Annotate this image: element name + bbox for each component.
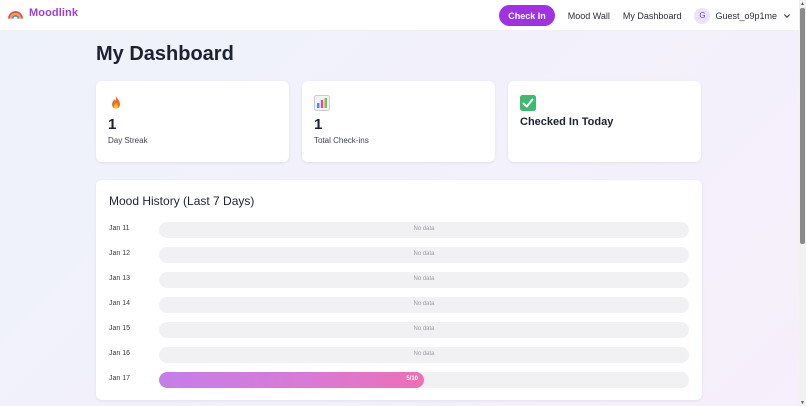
mood-bar-track: 5/10 [159, 372, 689, 388]
scroll-down-icon[interactable]: ▼ [800, 399, 805, 406]
scroll-thumb[interactable] [800, 8, 805, 244]
no-data-label: No data [413, 276, 435, 282]
history-row: Jan 13 No data [109, 272, 689, 288]
checked-in-today-label: Checked In Today [520, 116, 614, 128]
avatar: G [694, 7, 711, 24]
scroll-up-icon[interactable]: ▲ [800, 0, 805, 7]
mood-bar-track: No data [159, 297, 689, 313]
mood-bar-track: No data [159, 222, 689, 238]
user-menu[interactable]: G Guest_o9p1me [694, 7, 791, 24]
top-navbar: Moodlink Check In Mood Wall My Dashboard… [0, 0, 799, 31]
username: Guest_o9p1me [715, 10, 777, 21]
mood-history-card: Mood History (Last 7 Days) Jan 11 No dat… [96, 180, 702, 400]
no-data-label: No data [413, 301, 435, 307]
mood-bar-track: No data [159, 247, 689, 263]
day-streak-value: 1 [108, 116, 117, 133]
row-date: Jan 13 [109, 275, 131, 282]
brand-name: Moodlink [29, 7, 79, 19]
nav-link-my-dashboard[interactable]: My Dashboard [622, 10, 682, 21]
total-checkins-label: Total Check-ins [314, 136, 369, 145]
check-box-icon [520, 95, 536, 111]
row-date: Jan 12 [109, 250, 131, 257]
page-scrollbar[interactable]: ▲ ▼ [799, 0, 806, 406]
nav-link-mood-wall[interactable]: Mood Wall [567, 10, 610, 21]
mood-bar-track: No data [159, 347, 689, 363]
check-in-button[interactable]: Check In [499, 5, 555, 26]
mood-bar-track: No data [159, 322, 689, 338]
chevron-down-icon [784, 13, 790, 18]
page-title: My Dashboard [96, 43, 234, 65]
history-row: Jan 17 5/10 [109, 372, 689, 388]
no-data-label: No data [413, 226, 435, 232]
row-date: Jan 15 [109, 325, 131, 332]
history-row: Jan 12 No data [109, 247, 689, 263]
mood-score-label: 5/10 [406, 376, 418, 382]
total-checkins-value: 1 [314, 116, 323, 133]
stat-card-checked-in-today: Checked In Today [508, 81, 701, 162]
row-date: Jan 16 [109, 350, 131, 357]
history-row: Jan 14 No data [109, 297, 689, 313]
day-streak-label: Day Streak [108, 136, 148, 145]
row-date: Jan 11 [109, 225, 130, 232]
no-data-label: No data [413, 251, 435, 257]
mood-bar-track: No data [159, 272, 689, 288]
history-row: Jan 11 No data [109, 222, 689, 238]
row-date: Jan 17 [109, 375, 131, 382]
no-data-label: No data [413, 326, 435, 332]
history-row: Jan 16 No data [109, 347, 689, 363]
bar-chart-icon [314, 95, 330, 111]
mood-history-title: Mood History (Last 7 Days) [109, 194, 255, 208]
stat-card-day-streak: 1 Day Streak [96, 81, 289, 162]
fire-icon [112, 96, 120, 109]
mood-bar-fill: 5/10 [159, 372, 424, 388]
rainbow-icon [8, 11, 23, 19]
history-row: Jan 15 No data [109, 322, 689, 338]
no-data-label: No data [413, 351, 435, 357]
stat-card-total-checkins: 1 Total Check-ins [302, 81, 495, 162]
brand-link[interactable]: Moodlink [8, 6, 78, 20]
row-date: Jan 14 [109, 300, 131, 307]
